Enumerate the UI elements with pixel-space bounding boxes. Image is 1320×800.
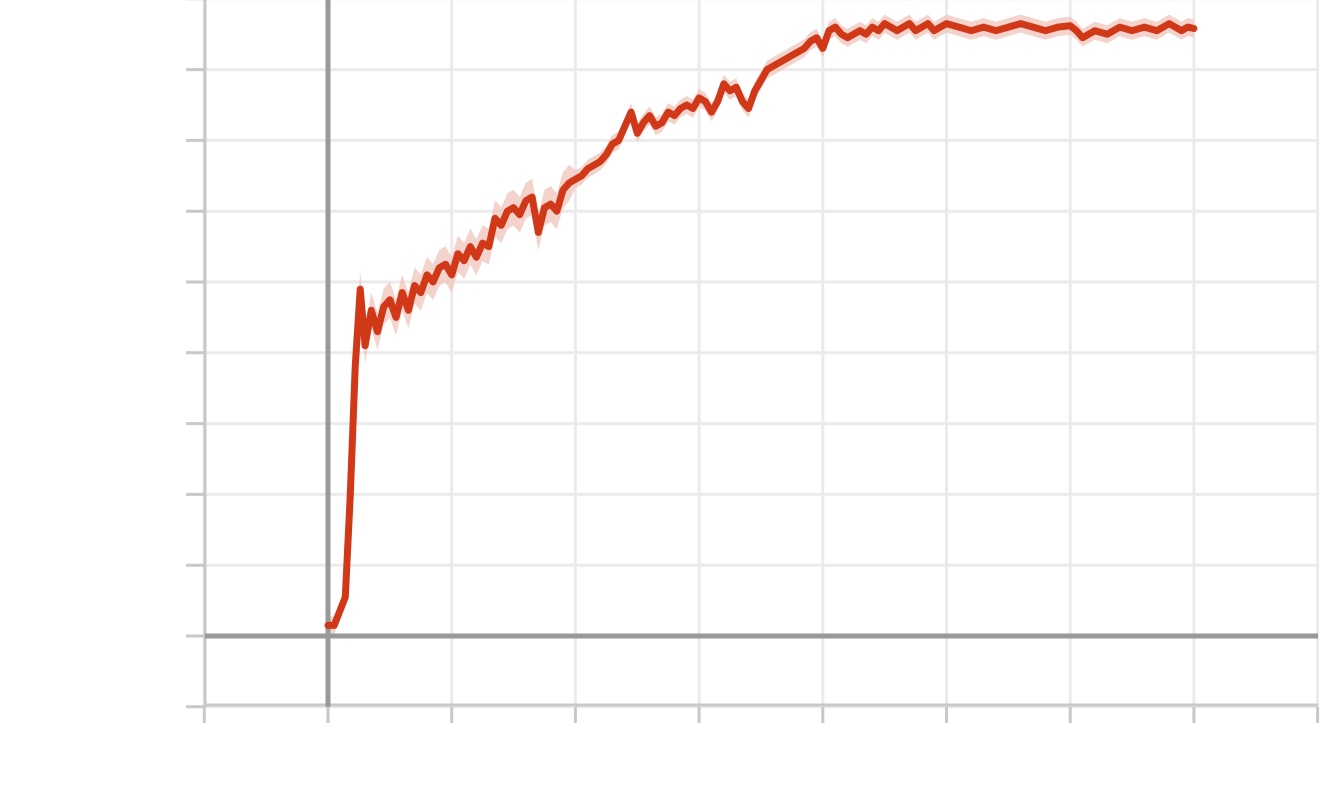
series-line [324, 20, 1198, 629]
series-line-layer [324, 20, 1198, 629]
confidence-band-layer [328, 14, 1194, 635]
axes [186, 0, 1320, 723]
grid [202, 0, 1320, 709]
series-confidence-band [328, 14, 1194, 635]
